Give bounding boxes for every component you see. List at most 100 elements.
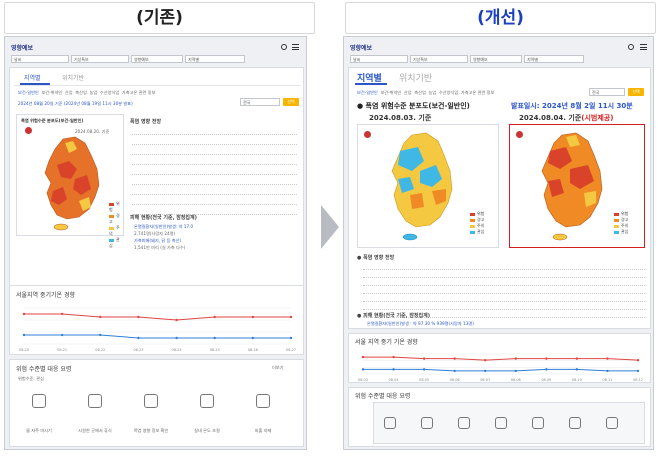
data-point (575, 368, 579, 371)
app-title: 영향예보 (11, 45, 34, 52)
area-select[interactable]: 지역별 (185, 55, 245, 63)
before-panel: 영향예보 날씨 기상특보 영향예보 지역별 지역별 위치기반 보건-일반인 보건… (4, 36, 307, 450)
sub-tabs[interactable]: 보건-일반인 보건-취약인 산업 축산업 농업 수산양식업 가축고온 관련 정보 (357, 90, 495, 95)
data-point (575, 357, 579, 360)
country-select[interactable]: 전국 (589, 88, 625, 96)
menu-icon[interactable] (640, 44, 647, 50)
gear-icon[interactable] (281, 44, 287, 50)
kma-logo-icon (364, 131, 371, 138)
after-panel: 영향예보 날씨 기상특보 영향예보 지역별 지역별 위치기반 보건-일반인 보건… (343, 36, 654, 450)
x-tick-label: 08.23 (133, 348, 143, 352)
data-point (99, 315, 102, 319)
x-tick-label: 08.27 (286, 348, 296, 352)
damage-item-1[interactable]: 온열질환자(일반인)발생: 약 17.0 (134, 224, 194, 229)
data-point (636, 369, 640, 373)
impact-select[interactable]: 영향예보 (470, 55, 522, 63)
damage-item-4: 1,541만 마리 (실 가축 다수) (134, 245, 186, 250)
x-tick-label: 08.10 (572, 378, 582, 382)
before-chart-card: 서울지역 중기기온 경향 08.20 08.21 08.22 08.23 08.24 08… (9, 285, 304, 355)
apply-button[interactable]: 선택 (283, 98, 299, 106)
response-icon (88, 394, 102, 408)
x-tick-label: 08.26 (248, 348, 258, 352)
menu-icon[interactable] (292, 44, 299, 50)
weather-select[interactable]: 날씨 (11, 55, 69, 63)
country-select[interactable]: 전국 (240, 98, 280, 106)
tab-region[interactable]: 지역별 (357, 74, 382, 84)
divider (14, 85, 301, 86)
chart-title: 서울지역 중기기온 경향 (16, 292, 76, 299)
map-date-current: 2024.08.03. 기준 (369, 114, 432, 122)
x-tick-label: 08.08 (511, 378, 521, 382)
before-header: (기존) (4, 2, 315, 34)
area-select[interactable]: 지역별 (524, 55, 584, 63)
response-icon (606, 417, 618, 429)
after-chart-card: 서울 지역 중기 기온 경향 08.03 08.04 08.05 08.06 08.07… (348, 333, 651, 383)
tab-region[interactable]: 지역별 (24, 75, 41, 82)
before-response-card: 위험 수준별 대응 요령 더보기 위험수준: 관심 물 자주 마시기 시원한 곳에… (9, 359, 304, 447)
map-title: 폭염 위험수준 분포도(보건-일반인) (21, 118, 84, 123)
map-title: ● 폭염 위험수준 분포도(보건-일반인) (357, 102, 470, 110)
data-point (137, 315, 140, 319)
data-point (361, 355, 365, 359)
map-legend: 위험 경고 주의 관심 (109, 201, 120, 248)
x-tick-label: 08.07 (480, 378, 490, 382)
series-line-1 (363, 356, 639, 361)
x-tick-label: 08.03 (358, 378, 368, 382)
more-link[interactable]: 더보기 (272, 365, 284, 370)
data-point (484, 369, 487, 373)
x-tick-label: 08.21 (57, 348, 67, 352)
gear-icon[interactable] (628, 44, 634, 50)
map-box-current: 위험 경고 주의 관심 (357, 124, 499, 248)
data-point (60, 312, 64, 316)
data-point (137, 336, 140, 340)
response-title: 위험 수준별 대응 요령 (16, 366, 72, 373)
data-point (545, 357, 548, 360)
tab-location[interactable]: 위치기반 (399, 74, 433, 84)
series-line-0 (24, 334, 291, 339)
tab-location[interactable]: 위치기반 (62, 75, 85, 82)
x-tick-label: 08.05 (419, 378, 429, 382)
data-point (453, 369, 456, 373)
x-tick-label: 08.24 (172, 348, 183, 352)
heat-risk-map-pilot (541, 132, 603, 241)
data-point (453, 357, 456, 360)
response-icon (569, 417, 581, 429)
damage-title: ● 피해 현황(전국 기준, 잠정집계) (357, 313, 431, 319)
x-tick-label: 08.11 (602, 378, 612, 382)
issue-time: 발표일시: 2024년 8월 2일 11시 30분 (511, 102, 633, 110)
data-point (422, 368, 426, 371)
data-point (545, 368, 548, 371)
response-icon (532, 417, 544, 429)
response-icon (495, 417, 507, 429)
map-legend: 위험 경고 주의 관심 (470, 211, 484, 235)
response-icon (200, 394, 214, 408)
hazard-select[interactable]: 기상특보 (410, 55, 468, 63)
apply-button[interactable]: 선택 (628, 88, 644, 96)
damage-item-3[interactable]: 가축피해(돼지, 닭 등 축산) (134, 238, 182, 243)
temperature-chart-new: 08.03 08.04 08.05 08.06 08.07 08.08 08.09 08.10… (358, 353, 643, 382)
damage-item-2: 2,741명(사망자 24명) (134, 231, 176, 236)
heat-risk-map-current (391, 132, 453, 241)
weather-select[interactable]: 날씨 (350, 55, 408, 63)
map-box-pilot: 위험 경고 주의 관심 (509, 124, 645, 248)
impact-select[interactable]: 영향예보 (131, 55, 183, 63)
series-line-0 (363, 368, 638, 372)
damage-line[interactable]: 온열질환자(일반인)발생 : 약 97.30 % 939명(사망자 13명) (367, 321, 474, 326)
x-tick-label: 08.09 (541, 378, 551, 382)
temperature-chart: 08.20 08.21 08.22 08.23 08.24 08.25 08.26 08.27 (19, 307, 296, 352)
heat-risk-map (44, 136, 100, 231)
data-point (636, 358, 640, 362)
response-icon (256, 394, 270, 408)
map-legend: 위험 경고 주의 관심 (614, 211, 628, 235)
response-level: 위험수준: 관심 (18, 376, 44, 381)
sub-tabs[interactable]: 보건-일반인 보건-취약인 산업 축산업 농업 수산양식업 가축고온 관련 정보 (18, 90, 156, 95)
hazard-select[interactable]: 기상특보 (71, 55, 129, 63)
data-point (175, 336, 178, 340)
response-icon-caption: 외출 자제 (254, 428, 272, 433)
data-point (22, 333, 26, 337)
response-grid (373, 402, 645, 444)
damage-title: 피해 현황(전국 기준, 잠정집계) (130, 215, 197, 221)
x-tick-label: 08.12 (633, 378, 643, 382)
before-main-card: 지역별 위치기반 보건-일반인 보건-취약인 산업 축산업 농업 수산양식업 가… (9, 67, 304, 309)
data-point (606, 357, 609, 360)
